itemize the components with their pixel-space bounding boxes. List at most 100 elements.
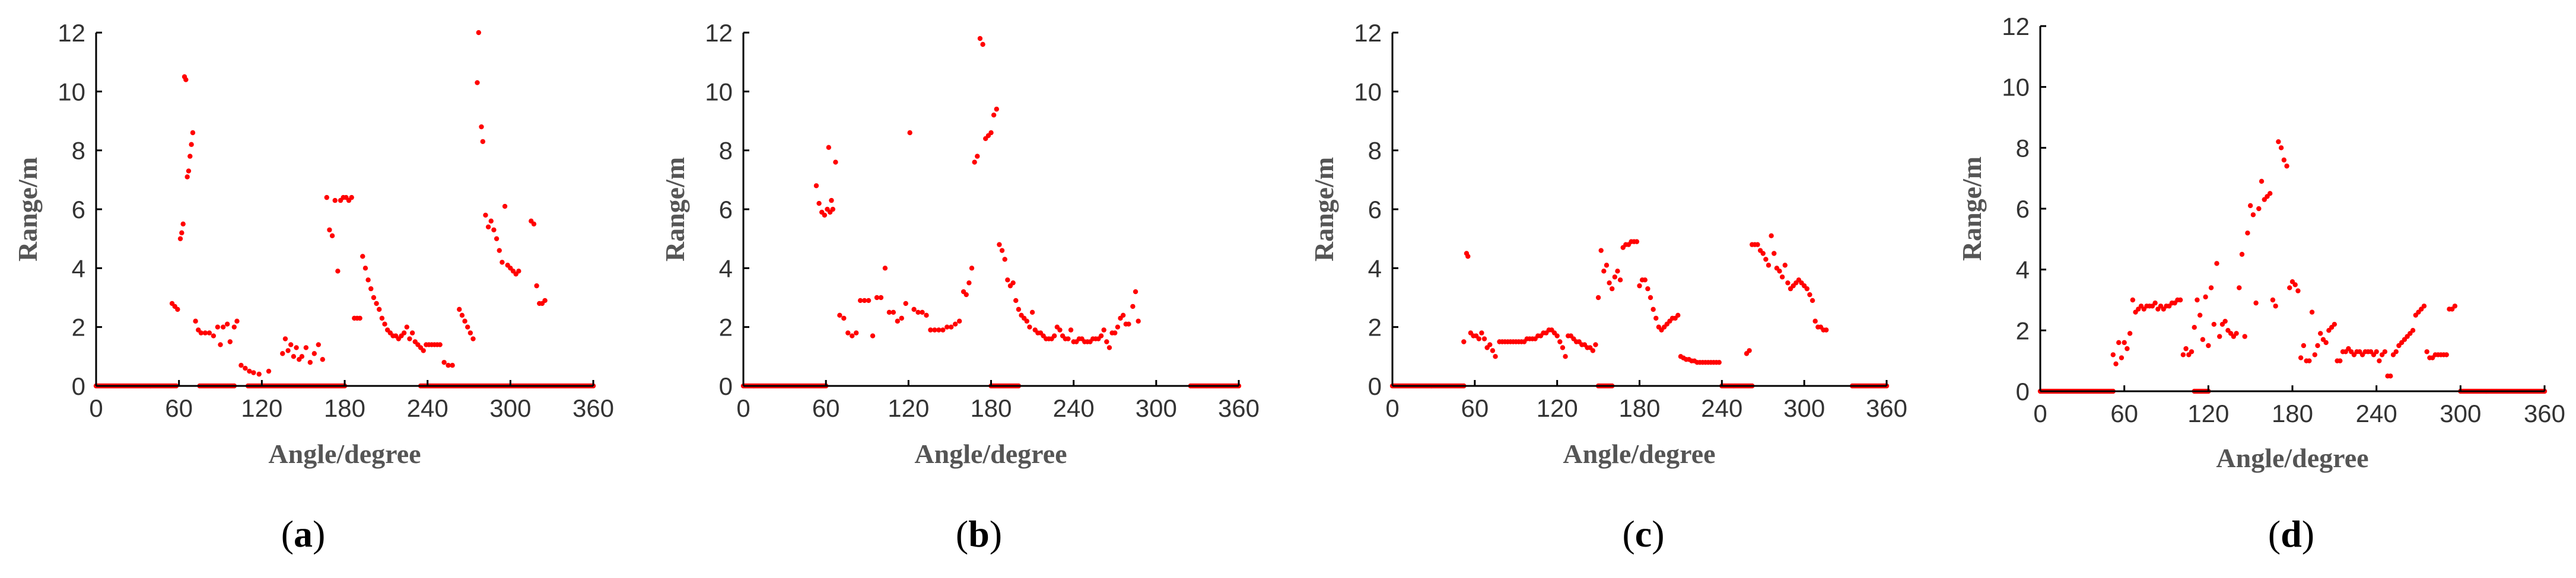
data-point xyxy=(183,77,189,82)
data-point xyxy=(179,230,185,235)
data-point xyxy=(837,312,842,318)
data-point xyxy=(1760,251,1766,256)
data-point xyxy=(441,360,447,365)
data-point xyxy=(256,371,262,377)
y-tick-label: 6 xyxy=(1368,196,1382,223)
data-point xyxy=(2276,139,2281,145)
data-point xyxy=(936,327,942,333)
data-point xyxy=(952,321,958,327)
data-point xyxy=(2312,352,2317,357)
x-tick-label: 180 xyxy=(324,394,365,422)
data-point xyxy=(2130,297,2136,303)
data-point xyxy=(2122,340,2127,346)
y-axis-title: Range/m xyxy=(12,157,43,261)
x-tick-label: 180 xyxy=(2272,400,2313,427)
data-point xyxy=(2203,294,2208,300)
data-point xyxy=(327,227,332,232)
data-point xyxy=(1479,330,1484,336)
x-tick-label: 300 xyxy=(489,394,531,422)
data-point xyxy=(1106,345,1112,350)
x-axis-title: Angle/degree xyxy=(268,439,421,469)
y-tick-label: 6 xyxy=(2016,195,2030,223)
data-point xyxy=(198,330,204,336)
data-point xyxy=(813,183,819,189)
data-point xyxy=(850,333,855,339)
data-point xyxy=(491,227,497,232)
data-point xyxy=(476,30,481,36)
data-point xyxy=(450,363,455,368)
data-point xyxy=(360,254,365,259)
data-point xyxy=(1126,321,1131,327)
caption-letter: d xyxy=(2281,513,2302,555)
tick-marks-b xyxy=(742,31,1240,387)
data-point xyxy=(285,348,291,353)
data-point xyxy=(1593,342,1598,347)
data-point xyxy=(185,174,190,180)
data-point xyxy=(231,324,237,330)
x-tick-label: 120 xyxy=(1537,394,1578,422)
data-point xyxy=(1779,274,1785,280)
data-point xyxy=(991,112,997,118)
y-tick-labels-d: 0 2 4 6 8 10 12 xyxy=(2002,12,2030,405)
data-point xyxy=(999,248,1005,253)
data-point xyxy=(963,292,969,298)
data-point xyxy=(357,315,362,321)
data-point xyxy=(1782,263,1788,268)
data-point xyxy=(2214,261,2219,266)
data-point xyxy=(2452,304,2458,309)
data-point xyxy=(1617,277,1623,283)
data-point xyxy=(899,315,904,321)
data-point xyxy=(944,324,950,330)
data-point xyxy=(479,124,484,130)
data-point xyxy=(329,233,335,238)
y-tick-label: 10 xyxy=(58,78,85,106)
y-tick-labels-b: 0 2 4 6 8 10 12 xyxy=(705,19,733,400)
data-point xyxy=(404,324,409,330)
data-point xyxy=(956,318,962,324)
data-point xyxy=(915,309,921,315)
data-point xyxy=(365,277,371,283)
data-point xyxy=(516,269,521,274)
data-point xyxy=(531,221,537,227)
data-point xyxy=(2253,300,2259,306)
data-point xyxy=(193,318,198,324)
data-point xyxy=(177,236,183,241)
data-point xyxy=(468,330,473,336)
data-point xyxy=(307,360,313,365)
x-tick-label: 120 xyxy=(2187,400,2229,427)
y-tick-label: 12 xyxy=(1354,19,1382,47)
data-point xyxy=(2245,230,2250,236)
data-point xyxy=(920,309,925,315)
y-tick-label: 4 xyxy=(72,254,85,282)
data-point xyxy=(866,298,872,304)
x-tick-label: 300 xyxy=(2440,400,2481,427)
y-tick-label: 8 xyxy=(72,137,85,165)
data-point xyxy=(1645,286,1650,292)
data-point xyxy=(401,330,407,336)
x-tick-label: 120 xyxy=(241,394,282,422)
data-point xyxy=(2267,191,2273,196)
data-point xyxy=(2278,145,2284,151)
data-point xyxy=(294,345,299,350)
data-point xyxy=(857,298,863,304)
data-point xyxy=(266,368,272,374)
data-point xyxy=(502,203,508,209)
data-point xyxy=(874,295,880,301)
data-point xyxy=(2192,325,2197,330)
y-tick-label: 6 xyxy=(72,196,85,223)
data-point xyxy=(994,106,999,112)
data-point xyxy=(1057,327,1063,333)
data-point xyxy=(1755,242,1760,247)
data-point xyxy=(470,336,476,341)
y-tick-label: 12 xyxy=(705,19,733,47)
data-point xyxy=(2197,312,2203,318)
data-point xyxy=(320,357,325,362)
subplot-caption: (c) xyxy=(1622,513,1664,555)
x-tick-label: 180 xyxy=(970,394,1012,422)
data-point xyxy=(870,333,876,339)
data-point xyxy=(1554,333,1560,339)
data-point xyxy=(1476,336,1481,341)
data-point xyxy=(911,306,917,312)
data-point xyxy=(1115,324,1121,330)
data-point xyxy=(1615,269,1620,274)
